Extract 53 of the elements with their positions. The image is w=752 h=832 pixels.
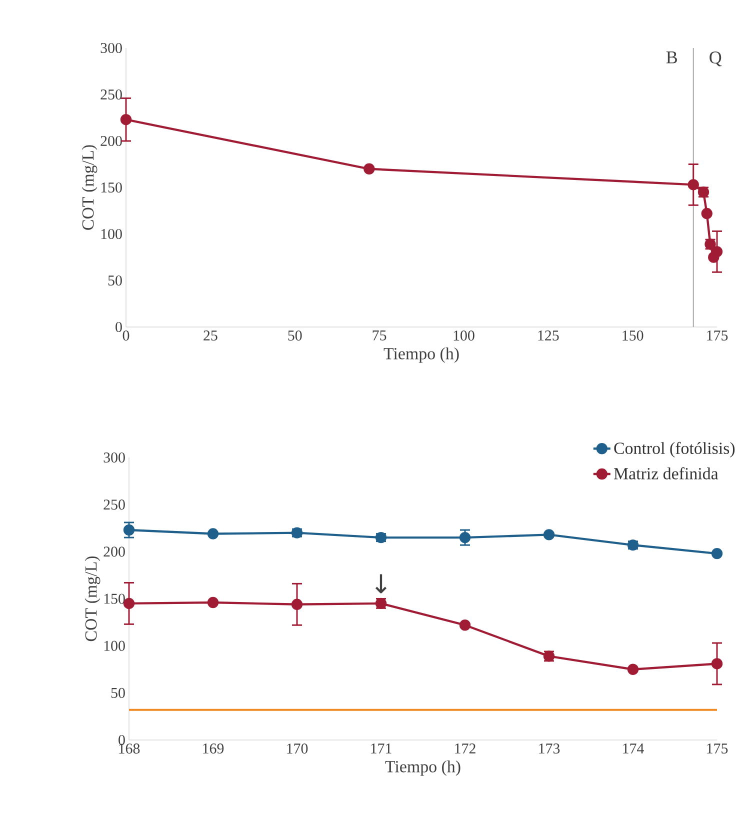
point	[123, 598, 135, 610]
x-tick-label: 170	[287, 744, 308, 754]
x-tick-label: 100	[454, 330, 474, 341]
x-tick-label: 171	[371, 744, 392, 754]
x-tick-label: 168	[119, 744, 140, 754]
x-axis-title: Tiempo (h)	[385, 760, 460, 776]
point	[701, 208, 712, 220]
y-tick-label: 50	[108, 275, 122, 286]
x-tick-label: 150	[622, 330, 644, 341]
point	[459, 532, 471, 544]
x-tick-label: 174	[623, 744, 644, 754]
y-tick-label: 250	[104, 500, 125, 510]
point	[207, 528, 219, 540]
x-tick-label: 125	[538, 330, 559, 341]
point	[120, 114, 132, 126]
x-tick-label: 75	[372, 330, 386, 340]
point	[711, 658, 723, 670]
y-tick-label: 100	[101, 228, 122, 240]
y-tick-label: 0	[116, 322, 122, 332]
y-tick-label: 250	[100, 89, 122, 100]
y-axis-title: COT (mg/L)	[82, 145, 98, 230]
y-tick-label: 150	[101, 182, 122, 193]
point	[711, 246, 723, 258]
y-tick-label: 50	[111, 688, 125, 698]
x-tick-label: 175	[707, 744, 728, 754]
annotation: B	[666, 52, 677, 64]
point	[711, 548, 723, 560]
y-axis-title: COT (mg/L)	[84, 556, 100, 642]
y-tick-label: 300	[104, 452, 125, 463]
legend-label: Control (fotólisis)	[614, 442, 735, 458]
annotation: Q	[710, 52, 722, 66]
y-tick-label: 0	[118, 734, 125, 746]
point	[543, 529, 555, 540]
x-tick-label: 25	[204, 330, 218, 341]
legend-label: Matriz definida	[614, 467, 718, 480]
point	[364, 163, 375, 174]
x-tick-label: 169	[203, 744, 224, 754]
point	[688, 179, 699, 190]
x-axis-title: Tiempo (h)	[384, 347, 459, 363]
y-tick-label: 100	[104, 640, 125, 651]
y-tick-label: 300	[100, 42, 122, 54]
point	[207, 596, 219, 608]
x-tick-label: 50	[288, 330, 302, 341]
x-tick-label: 175	[707, 330, 728, 341]
annotation: ↓	[375, 574, 387, 594]
x-tick-label: 173	[539, 744, 560, 754]
x-tick-label: 172	[455, 744, 476, 754]
y-tick-label: 200	[104, 546, 125, 557]
point	[459, 620, 471, 631]
point	[627, 664, 639, 675]
point	[291, 598, 303, 610]
y-tick-label: 200	[100, 136, 122, 146]
y-tick-label: 150	[104, 594, 125, 604]
